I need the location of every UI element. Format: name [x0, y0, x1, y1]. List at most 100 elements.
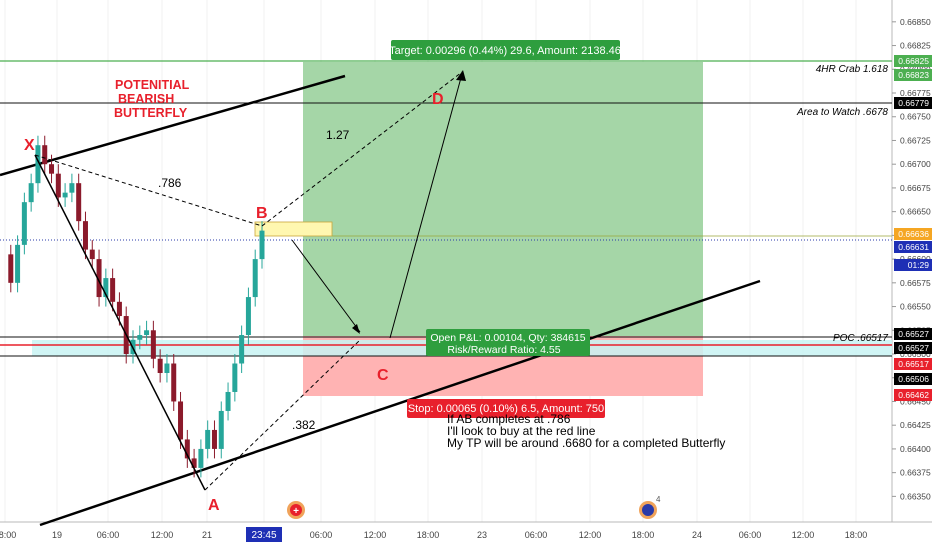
note-line-1: If AB completes at .786	[447, 412, 571, 426]
price-tick-label: 0.66450	[900, 396, 931, 406]
candle-body	[239, 335, 245, 364]
candle-body	[184, 439, 190, 459]
time-tick-label: 12:00	[364, 530, 387, 540]
price-tag-box	[894, 389, 932, 401]
event-marker-economic[interactable]: +	[287, 501, 305, 519]
price-tag-label: 0.66517	[898, 359, 929, 369]
target-zone	[303, 62, 703, 336]
price-tag-box	[894, 373, 932, 385]
time-tick-label: 06:00	[310, 530, 333, 540]
candle-body	[259, 230, 265, 260]
price-tick-label: 0.66400	[900, 444, 931, 454]
price-tag-box	[894, 259, 932, 271]
upper-trendline[interactable]	[0, 74, 346, 177]
candle-body	[49, 164, 55, 174]
candle-body	[82, 221, 88, 250]
crab-level-name: 4HR Crab 1.618	[816, 64, 889, 75]
point-x-label: X	[24, 137, 35, 154]
price-axis-labels: 0.668500.668250.668000.667750.667500.667…	[894, 17, 932, 501]
candle-body	[76, 183, 82, 222]
time-tick-label: 06:00	[525, 530, 548, 540]
time-cursor-label: 23:45	[251, 530, 276, 541]
candle-body	[35, 145, 41, 184]
price-tick-label: 0.66700	[900, 159, 931, 169]
time-tick-label: 12:00	[579, 530, 602, 540]
event-marker-news[interactable]: 4	[639, 495, 661, 519]
candle-body	[157, 358, 163, 373]
candle-body	[245, 297, 251, 336]
price-tag-label: 0.66779	[898, 98, 929, 108]
time-tick-label: 12:00	[792, 530, 815, 540]
candle-body	[62, 192, 68, 198]
target-label-box	[391, 40, 620, 60]
candle-body	[191, 458, 197, 468]
ac-retrace-line	[204, 339, 361, 491]
cd-projection-arrow	[389, 73, 463, 339]
target-label: Target: 0.00296 (0.44%) 29.6, Amount: 21…	[389, 45, 621, 57]
candle-body	[150, 330, 156, 359]
price-tag-box	[894, 69, 932, 81]
bd-extension-line	[261, 71, 463, 227]
price-tag-label: 0.66825	[898, 56, 929, 66]
time-tick-label: 18:00	[845, 530, 868, 540]
price-tag-label: 0.66631	[898, 242, 929, 252]
candle-body	[137, 335, 143, 340]
candle-body	[116, 301, 122, 317]
arrow-head-c	[352, 324, 360, 334]
price-tag-box	[894, 97, 932, 109]
pattern-title-line-3: BUTTERFLY	[114, 106, 188, 120]
price-tag-box	[894, 328, 932, 340]
price-tag-label: 0.66462	[898, 390, 929, 400]
price-tick-label: 0.66775	[900, 88, 931, 98]
candle-body	[171, 363, 177, 402]
price-tag-label: 0.66636	[898, 229, 929, 239]
price-tag-box	[894, 358, 932, 370]
plus-icon: +	[293, 506, 299, 517]
lower-trendline[interactable]	[39, 279, 761, 527]
price-tick-label: 0.66350	[900, 491, 931, 501]
candle-body	[198, 448, 204, 468]
price-tag-label: 0.66527	[898, 343, 929, 353]
time-tick-label: 23	[477, 530, 487, 540]
note-line-2: I'll look to buy at the red line	[447, 424, 596, 438]
candle-body	[55, 173, 61, 198]
price-tag-label: 0.66527	[898, 329, 929, 339]
price-tag-box	[894, 241, 932, 253]
candle-body	[252, 259, 258, 298]
candle-body	[205, 429, 211, 449]
time-tick-label: 06:00	[739, 530, 762, 540]
candle-body	[15, 244, 21, 283]
pattern-title-line-1: POTENITIAL	[115, 78, 190, 92]
candle-body	[218, 410, 224, 449]
candle-body	[103, 278, 109, 298]
price-tag-box	[894, 228, 932, 240]
time-tick-label: 12:00	[151, 530, 174, 540]
ratio-786-label: .786	[158, 176, 182, 190]
area-to-watch-name: Area to Watch .6678	[796, 107, 888, 118]
time-tick-label: 21	[202, 530, 212, 540]
candle-body	[164, 363, 170, 373]
price-tag-box	[894, 55, 932, 67]
price-tick-label: 0.66850	[900, 17, 931, 27]
price-tag-label: 0.66823	[898, 70, 929, 80]
poc-level-name: POC .66517	[833, 333, 888, 344]
time-tick-label: 06:00	[97, 530, 120, 540]
rr-label: Risk/Reward Ratio: 4.55	[447, 344, 560, 356]
candle-body	[21, 202, 27, 245]
b-zone-box	[254, 221, 333, 237]
point-b-label: B	[256, 205, 268, 222]
candle-body	[89, 249, 95, 260]
price-tick-label: 0.66550	[900, 302, 931, 312]
price-tick-label: 0.66575	[900, 278, 931, 288]
candle-body	[144, 330, 150, 336]
candle-body	[96, 259, 102, 298]
time-tick-label: 18:00	[632, 530, 655, 540]
news-count: 4	[656, 495, 661, 504]
candle-body	[8, 254, 14, 283]
pnl-label: Open P&L: 0.00104, Qty: 384615	[430, 332, 585, 344]
time-tick-label: 19	[52, 530, 62, 540]
stop-label-box	[407, 399, 605, 418]
price-tick-label: 0.66375	[900, 468, 931, 478]
